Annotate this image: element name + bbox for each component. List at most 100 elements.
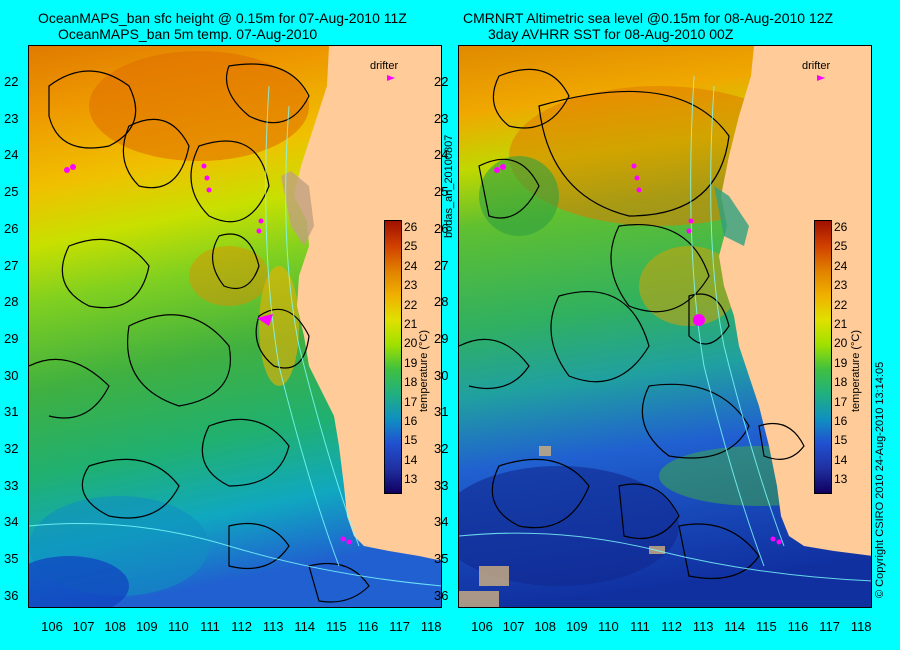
- colorbar-tick: 13: [404, 472, 418, 487]
- left-map: [28, 45, 442, 608]
- lat-tick: 32: [434, 441, 449, 456]
- colorbar-tick: 15: [404, 433, 418, 448]
- lat-tick: 28: [4, 294, 19, 310]
- colorbar-tick: 23: [834, 278, 848, 293]
- lat-tick: 23: [434, 110, 449, 126]
- lon-tick: 107: [72, 619, 95, 634]
- lon-tick: 107: [502, 619, 525, 634]
- right-drifter-label: drifter: [802, 60, 831, 72]
- right-drifter-legend-marker: [817, 75, 825, 81]
- lon-tick: 117: [819, 619, 840, 634]
- left-title-line2: OceanMAPS_ban 5m temp. 07-Aug-2010: [58, 26, 318, 42]
- lon-tick: 111: [630, 619, 650, 634]
- colorbar-tick: 24: [834, 258, 848, 273]
- lat-tick: 30: [434, 367, 449, 383]
- lat-tick: 33: [4, 477, 19, 493]
- lon-tick: 108: [104, 619, 127, 634]
- lon-tick: 108: [534, 619, 557, 634]
- lon-tick: 106: [471, 619, 493, 634]
- lon-tick: 113: [262, 619, 284, 634]
- lon-tick: 112: [661, 619, 682, 634]
- lat-tick: 31: [434, 404, 449, 420]
- lon-tick: 111: [200, 619, 220, 634]
- colorbar-tick: 19: [404, 355, 418, 370]
- colorbar-tick: 20: [834, 336, 848, 351]
- colorbar-tick: 23: [404, 278, 418, 293]
- colorbar-tick: 26: [404, 220, 418, 234]
- lat-tick: 34: [434, 514, 449, 530]
- colorbar-tick: 14: [404, 452, 418, 467]
- lat-tick: 34: [4, 514, 19, 530]
- right-colorbar-title: temperature (°C): [850, 329, 862, 412]
- lat-tick: 35: [434, 551, 449, 567]
- lon-tick: 113: [692, 619, 714, 634]
- left-drifter-tracks: [64, 163, 352, 545]
- lon-tick: 117: [389, 619, 410, 634]
- lon-tick: 115: [756, 619, 777, 634]
- right-map-graphic: [459, 46, 871, 607]
- lon-tick: 106: [41, 619, 63, 634]
- lat-tick: 26: [434, 220, 449, 236]
- lon-tick: 109: [565, 619, 588, 634]
- lat-tick: 27: [434, 257, 449, 273]
- left-title-line1: OceanMAPS_ban sfc height @ 0.15m for 07-…: [38, 10, 407, 26]
- colorbar-tick: 24: [404, 258, 418, 273]
- lat-tick: 29: [4, 330, 19, 346]
- lon-tick: 118: [420, 619, 442, 634]
- lat-tick: 27: [4, 257, 19, 273]
- colorbar-tick: 22: [834, 297, 848, 312]
- colorbar-tick: 17: [404, 394, 418, 409]
- lon-tick: 114: [294, 619, 316, 634]
- lat-tick: 22: [4, 74, 19, 89]
- lat-tick: 31: [4, 404, 19, 420]
- lat-tick: 28: [434, 294, 449, 310]
- right-title-line1: CMRNRT Altimetric sea level @0.15m for 0…: [463, 10, 834, 26]
- colorbar-tick: 17: [834, 394, 848, 409]
- lat-tick: 22: [434, 74, 449, 89]
- colorbar-tick: 26: [834, 220, 848, 234]
- lon-tick: 116: [787, 619, 809, 634]
- lon-tick: 118: [850, 619, 872, 634]
- lon-tick: 114: [724, 619, 746, 634]
- colorbar-tick: 16: [834, 414, 848, 428]
- left-colorbar: [384, 220, 402, 494]
- lat-tick: 32: [4, 441, 19, 456]
- right-colorbar: [814, 220, 832, 494]
- colorbar-tick: 19: [834, 355, 848, 370]
- colorbar-tick: 21: [834, 317, 848, 331]
- left-drifter-legend-marker: [387, 75, 395, 81]
- colorbar-tick: 22: [404, 297, 418, 312]
- lat-tick: 24: [4, 147, 19, 163]
- lon-tick: 109: [135, 619, 158, 634]
- left-colorbar-title: temperature (°C): [418, 329, 430, 412]
- colorbar-tick: 13: [834, 472, 848, 487]
- lat-tick: 23: [4, 110, 19, 126]
- lat-tick: 25: [434, 184, 449, 200]
- lat-tick: 29: [434, 330, 449, 346]
- copyright-label: © Copyright CSIRO 2010 24-Aug-2010 13:14…: [874, 361, 886, 598]
- lon-tick: 116: [357, 619, 379, 634]
- colorbar-tick: 14: [834, 452, 848, 467]
- lon-tick: 112: [231, 619, 252, 634]
- lon-tick: 115: [326, 619, 347, 634]
- lon-tick: 110: [598, 619, 619, 634]
- colorbar-tick: 25: [834, 239, 848, 254]
- lat-tick: 36: [434, 587, 449, 603]
- lat-tick: 36: [4, 587, 19, 603]
- colorbar-tick: 15: [834, 433, 848, 448]
- colorbar-tick: 16: [404, 414, 418, 428]
- left-map-graphic: [29, 46, 441, 607]
- lon-tick: 110: [168, 619, 189, 634]
- lat-tick: 26: [4, 220, 19, 236]
- lat-tick: 30: [4, 367, 19, 383]
- colorbar-tick: 18: [404, 375, 418, 390]
- lat-tick: 25: [4, 184, 19, 200]
- right-drifter-tracks: [494, 163, 782, 545]
- right-title-line2: 3day AVHRR SST for 08-Aug-2010 00Z: [488, 26, 734, 42]
- colorbar-tick: 25: [404, 239, 418, 254]
- left-drifter-label: drifter: [370, 60, 399, 72]
- lat-tick: 24: [434, 147, 449, 163]
- colorbar-tick: 21: [404, 317, 418, 331]
- lat-tick: 35: [4, 551, 19, 567]
- lat-tick: 33: [434, 477, 449, 493]
